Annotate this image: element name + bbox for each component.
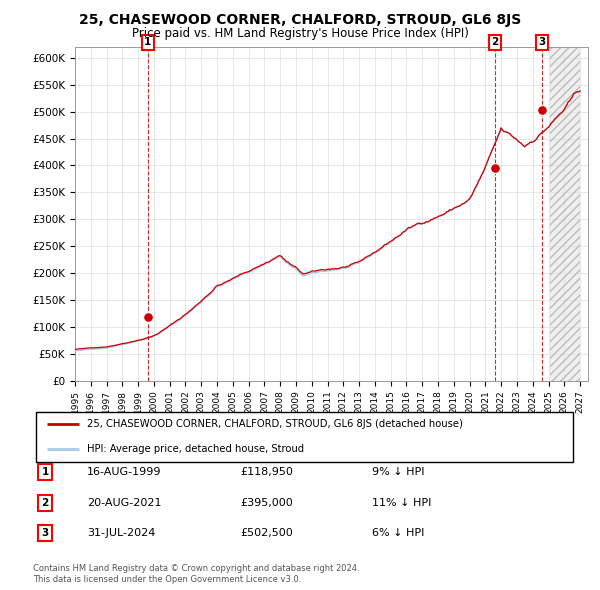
Text: HPI: Average price, detached house, Stroud: HPI: Average price, detached house, Stro…: [88, 444, 304, 454]
Text: 25, CHASEWOOD CORNER, CHALFORD, STROUD, GL6 8JS: 25, CHASEWOOD CORNER, CHALFORD, STROUD, …: [79, 13, 521, 27]
Text: 1: 1: [41, 467, 49, 477]
Text: £118,950: £118,950: [240, 467, 293, 477]
Text: 9% ↓ HPI: 9% ↓ HPI: [372, 467, 425, 477]
Text: Price paid vs. HM Land Registry's House Price Index (HPI): Price paid vs. HM Land Registry's House …: [131, 27, 469, 40]
Text: 3: 3: [41, 529, 49, 538]
Text: 16-AUG-1999: 16-AUG-1999: [87, 467, 161, 477]
Text: Contains HM Land Registry data © Crown copyright and database right 2024.: Contains HM Land Registry data © Crown c…: [33, 565, 359, 573]
Text: 31-JUL-2024: 31-JUL-2024: [87, 529, 155, 538]
Text: This data is licensed under the Open Government Licence v3.0.: This data is licensed under the Open Gov…: [33, 575, 301, 584]
Text: £395,000: £395,000: [240, 498, 293, 507]
FancyBboxPatch shape: [36, 412, 573, 461]
Text: 2: 2: [491, 37, 499, 47]
Text: 20-AUG-2021: 20-AUG-2021: [87, 498, 161, 507]
Text: 3: 3: [538, 37, 545, 47]
Text: 25, CHASEWOOD CORNER, CHALFORD, STROUD, GL6 8JS (detached house): 25, CHASEWOOD CORNER, CHALFORD, STROUD, …: [88, 419, 463, 430]
Text: £502,500: £502,500: [240, 529, 293, 538]
Text: 11% ↓ HPI: 11% ↓ HPI: [372, 498, 431, 507]
Text: 1: 1: [144, 37, 152, 47]
Text: 6% ↓ HPI: 6% ↓ HPI: [372, 529, 424, 538]
Text: 2: 2: [41, 498, 49, 507]
